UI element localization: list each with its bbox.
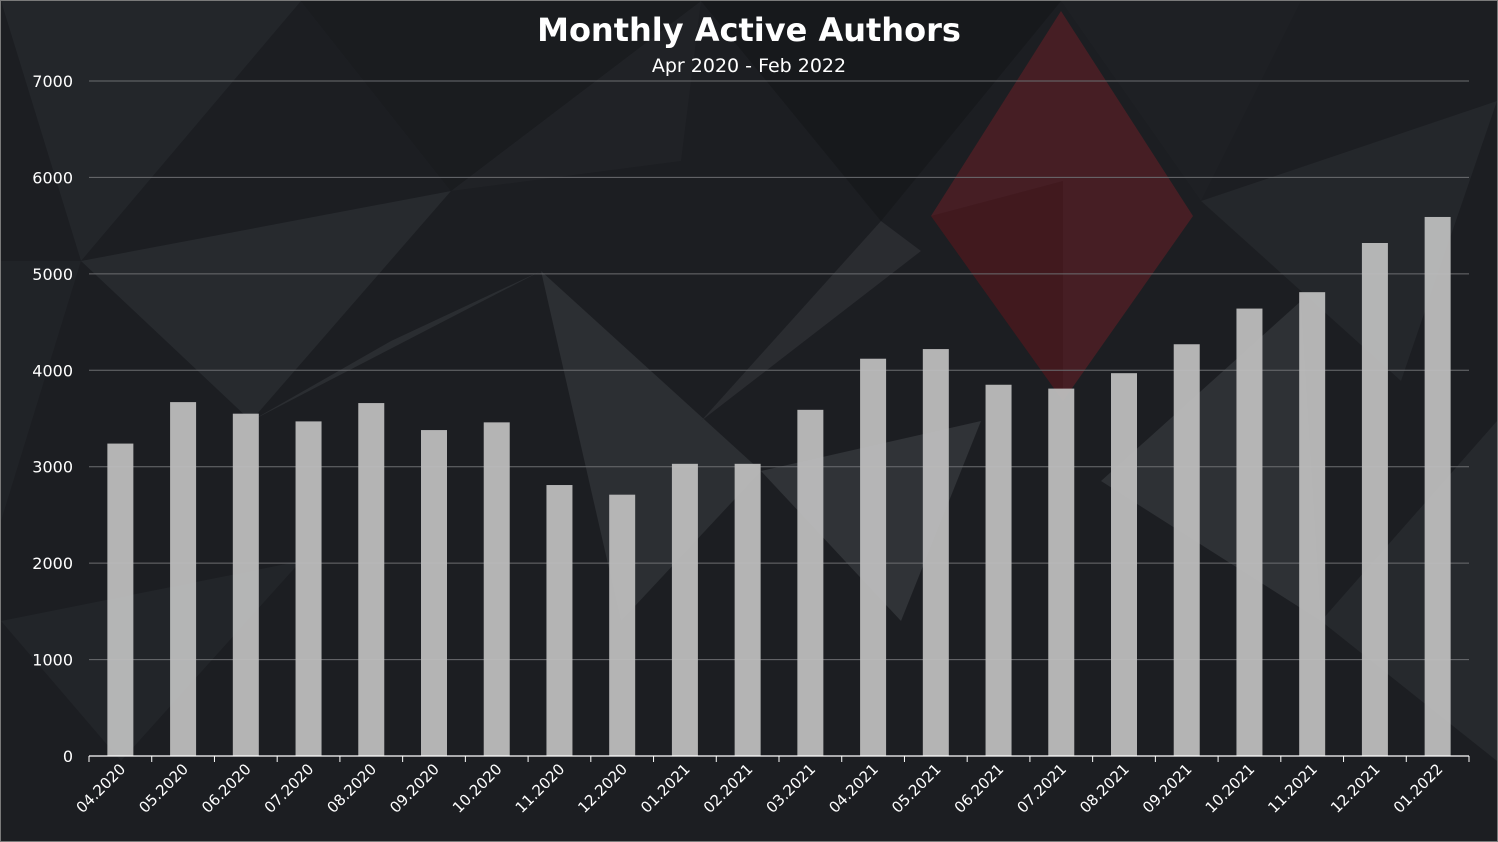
x-tick-label: 01.2021 bbox=[637, 760, 694, 817]
y-tick-label: 2000 bbox=[32, 554, 73, 573]
x-tick-label: 04.2020 bbox=[73, 760, 130, 817]
x-tick-label: 02.2021 bbox=[700, 760, 757, 817]
bar bbox=[546, 485, 573, 756]
x-tick-label: 05.2021 bbox=[888, 760, 945, 817]
bar-series bbox=[107, 216, 1451, 756]
bar bbox=[1424, 216, 1451, 756]
x-tick-label: 08.2021 bbox=[1076, 760, 1133, 817]
y-tick-label: 4000 bbox=[32, 361, 73, 380]
bar bbox=[421, 430, 447, 756]
bar bbox=[734, 463, 761, 756]
x-tick-label: 07.2020 bbox=[261, 760, 318, 817]
x-tick-label: 01.2022 bbox=[1390, 760, 1447, 817]
bar bbox=[797, 409, 824, 756]
x-tick-label: 11.2021 bbox=[1264, 760, 1321, 817]
y-axis: 0 1000 2000 3000 4000 5000 6000 7000 bbox=[32, 72, 73, 766]
bar bbox=[1048, 388, 1075, 756]
chart-title: Monthly Active Authors bbox=[537, 11, 961, 49]
bar bbox=[609, 494, 636, 756]
y-tick-label: 6000 bbox=[32, 168, 73, 187]
x-tick-label: 06.2020 bbox=[198, 760, 255, 817]
bar bbox=[170, 402, 197, 756]
x-tick-label: 08.2020 bbox=[324, 760, 381, 817]
x-tick-label: 03.2021 bbox=[763, 760, 820, 817]
x-tick-label: 11.2020 bbox=[512, 760, 569, 817]
bar bbox=[985, 384, 1012, 756]
y-tick-label: 0 bbox=[63, 747, 73, 766]
bar bbox=[232, 413, 259, 756]
x-tick-label: 10.2021 bbox=[1202, 760, 1259, 817]
y-tick-label: 5000 bbox=[32, 265, 73, 284]
bar bbox=[922, 349, 949, 756]
y-tick-label: 7000 bbox=[32, 72, 73, 91]
bar bbox=[295, 421, 322, 756]
bar bbox=[107, 443, 134, 756]
bar bbox=[671, 463, 698, 756]
x-tick-label: 04.2021 bbox=[825, 760, 882, 817]
bar bbox=[1111, 373, 1137, 756]
bar bbox=[358, 403, 385, 756]
bar bbox=[1299, 292, 1326, 756]
x-tick-label: 12.2020 bbox=[574, 760, 631, 817]
bar bbox=[860, 358, 887, 756]
chart-subtitle: Apr 2020 - Feb 2022 bbox=[651, 55, 847, 77]
x-tick-label: 06.2021 bbox=[951, 760, 1008, 817]
bar bbox=[483, 422, 510, 756]
x-tick-label: 09.2020 bbox=[386, 760, 443, 817]
x-tick-label: 10.2020 bbox=[449, 760, 506, 817]
x-tick-label: 12.2021 bbox=[1327, 760, 1384, 817]
bar bbox=[1173, 344, 1200, 756]
bar bbox=[1361, 243, 1388, 756]
x-tick-label: 05.2020 bbox=[135, 760, 192, 817]
x-tick-label: 09.2021 bbox=[1139, 760, 1196, 817]
x-axis: 04.2020 05.2020 06.2020 07.2020 08.2020 09.20… bbox=[73, 755, 1470, 817]
bar bbox=[1236, 308, 1263, 756]
x-tick-label: 07.2021 bbox=[1014, 760, 1071, 817]
y-tick-label: 1000 bbox=[32, 651, 73, 670]
y-tick-label: 3000 bbox=[32, 458, 73, 477]
